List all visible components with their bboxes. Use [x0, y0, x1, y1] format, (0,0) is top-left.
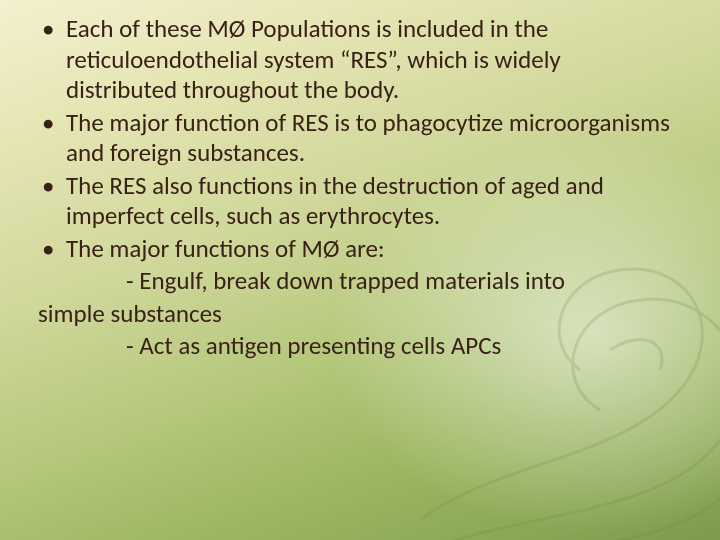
- slide-body: Each of these MØ Populations is included…: [38, 14, 676, 362]
- sub-item: - Act as antigen presenting cells APCs: [38, 331, 676, 362]
- bullet-item: Each of these MØ Populations is included…: [38, 14, 676, 106]
- sub-item: - Engulf, break down trapped materials i…: [38, 266, 676, 297]
- slide: Each of these MØ Populations is included…: [0, 0, 720, 540]
- bullet-item: The major functions of MØ are:: [38, 234, 676, 265]
- sub-item-continuation: simple substances: [38, 299, 676, 330]
- bullet-list: Each of these MØ Populations is included…: [38, 14, 676, 264]
- bullet-item: The major function of RES is to phagocyt…: [38, 108, 676, 169]
- bullet-item: The RES also functions in the destructio…: [38, 171, 676, 232]
